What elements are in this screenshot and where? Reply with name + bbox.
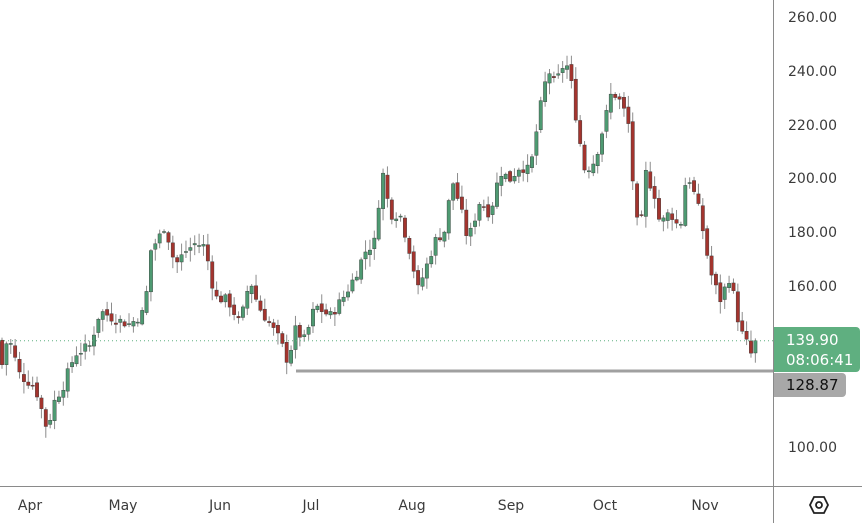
price-axis[interactable]: 260.00 240.00 220.00 200.00 180.00 160.00 100.…: [773, 0, 862, 486]
bar-countdown: 08:06:41: [786, 351, 854, 369]
hexagon-gear-icon: [808, 496, 829, 514]
time-tick-label: May: [108, 498, 138, 514]
chart-settings-button[interactable]: [773, 486, 862, 523]
last-price-value: 139.90: [786, 331, 839, 349]
chart-plot-area[interactable]: [0, 0, 773, 486]
price-tick-label: 200.00: [788, 171, 837, 188]
candlestick-series: [0, 55, 773, 438]
price-tick-label: 240.00: [788, 63, 837, 80]
support-level-badge: 128.87: [774, 373, 846, 397]
time-tick-label: Aug: [398, 498, 426, 514]
price-tick-label: 220.00: [788, 117, 837, 134]
time-axis[interactable]: Apr May Jun Jul Aug Sep Oct Nov: [0, 486, 773, 523]
price-tick-label: 100.00: [788, 440, 837, 456]
price-tick-label: 180.00: [788, 225, 837, 241]
price-tick-label: 160.00: [788, 278, 837, 295]
last-price-badge: 139.90 08:06:41: [774, 327, 860, 372]
time-tick-label: Oct: [592, 498, 618, 514]
time-tick-label: Apr: [17, 498, 43, 514]
time-tick-label: Nov: [691, 498, 719, 514]
time-tick-label: Jul: [302, 498, 320, 514]
time-tick-label: Sep: [497, 498, 525, 514]
price-tick-label: 260.00: [788, 10, 837, 26]
time-tick-label: Jun: [209, 498, 231, 514]
